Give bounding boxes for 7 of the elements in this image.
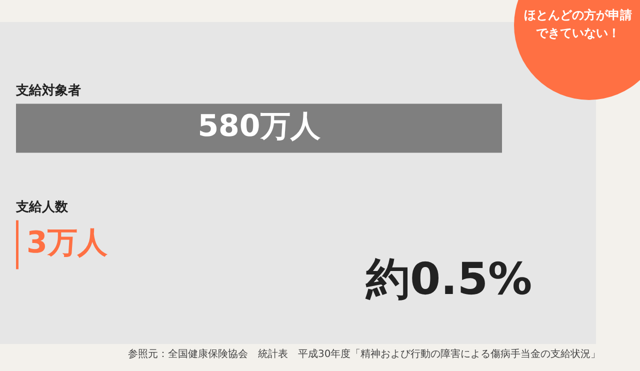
y-tick-label: 支給対象者 [15, 82, 81, 99]
annotation: 約0.5% [366, 253, 532, 307]
text: ほとんどの方が申請できていない！ [523, 7, 633, 42]
y-tick-label: 支給人数 [15, 200, 69, 216]
text: 参照元：全国健康保険協会 統計表 平成30年度「精神および行動の障害による傷病手当金の支給状況」 [128, 348, 601, 361]
data-label: 3万人 [26, 226, 108, 261]
data-label: 580万人 [198, 109, 322, 144]
